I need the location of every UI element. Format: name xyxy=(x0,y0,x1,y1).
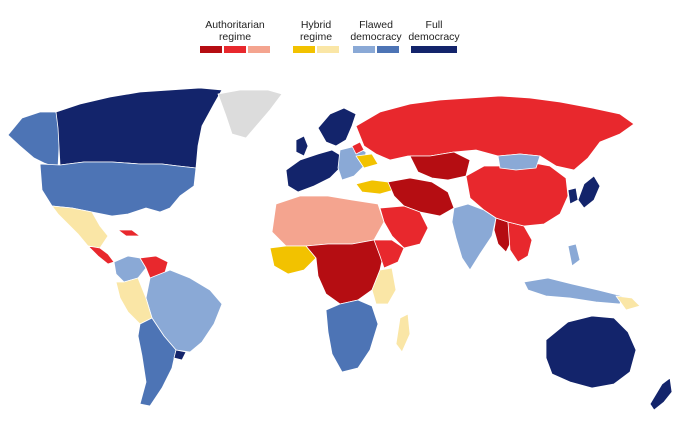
swatch-flawed-1 xyxy=(353,46,375,53)
swatch-full-1 xyxy=(411,46,457,53)
swatch-authoritarian-3 xyxy=(248,46,270,53)
legend-authoritarian-swatches xyxy=(200,46,270,53)
region-russia xyxy=(355,95,635,171)
region-peru-bolivia xyxy=(115,277,153,325)
region-mongolia xyxy=(497,153,541,171)
legend-flawed: Flawed democracy xyxy=(346,19,406,53)
region-central-africa xyxy=(305,239,385,305)
region-west-africa xyxy=(269,245,317,275)
swatch-authoritarian-2 xyxy=(224,46,246,53)
region-india xyxy=(451,203,497,271)
region-southern-africa xyxy=(325,299,379,373)
legend-flawed-label: Flawed democracy xyxy=(350,19,402,43)
region-alaska xyxy=(7,111,61,169)
region-cuba xyxy=(117,229,141,237)
region-korea xyxy=(567,187,579,205)
region-central-asia xyxy=(409,151,471,181)
region-central-america xyxy=(87,245,115,265)
region-australia xyxy=(545,315,637,389)
region-ethiopia-horn xyxy=(373,239,405,269)
region-greenland xyxy=(217,89,283,139)
map-legend: Authoritarian regime Hybrid regime Flawe… xyxy=(0,0,700,60)
region-belarus xyxy=(351,141,365,155)
region-saudi-arabia xyxy=(379,205,429,249)
region-indonesia xyxy=(523,277,623,305)
legend-hybrid: Hybrid regime xyxy=(290,19,342,53)
region-southeast-asia xyxy=(507,221,533,263)
legend-hybrid-swatches xyxy=(290,46,342,53)
region-papua-new-guinea xyxy=(615,295,641,311)
world-map xyxy=(7,87,673,411)
legend-flawed-swatches xyxy=(346,46,406,53)
swatch-flawed-2 xyxy=(377,46,399,53)
legend-full-label: Full democracy xyxy=(408,19,460,43)
region-canada xyxy=(55,87,223,169)
legend-full: Full democracy xyxy=(408,19,460,53)
region-uk-ireland xyxy=(295,135,309,157)
region-east-africa xyxy=(371,267,397,305)
region-scandinavia xyxy=(317,107,357,147)
region-ukraine xyxy=(355,153,379,169)
swatch-authoritarian-1 xyxy=(200,46,222,53)
region-philippines xyxy=(567,243,581,267)
swatch-hybrid-1 xyxy=(293,46,315,53)
region-uruguay xyxy=(173,349,187,361)
region-venezuela-colombia xyxy=(113,255,147,283)
region-middle-east xyxy=(387,177,455,217)
region-chile-argentina xyxy=(137,317,177,407)
region-western-europe xyxy=(285,149,343,193)
legend-hybrid-label: Hybrid regime xyxy=(299,19,333,43)
legend-authoritarian: Authoritarian regime xyxy=(200,19,270,53)
region-north-africa xyxy=(271,195,385,247)
region-new-zealand xyxy=(649,377,673,411)
swatch-hybrid-2 xyxy=(317,46,339,53)
legend-full-swatches xyxy=(408,46,460,53)
legend-authoritarian-label: Authoritarian regime xyxy=(205,19,265,43)
region-madagascar xyxy=(395,313,411,353)
region-japan xyxy=(577,175,601,209)
